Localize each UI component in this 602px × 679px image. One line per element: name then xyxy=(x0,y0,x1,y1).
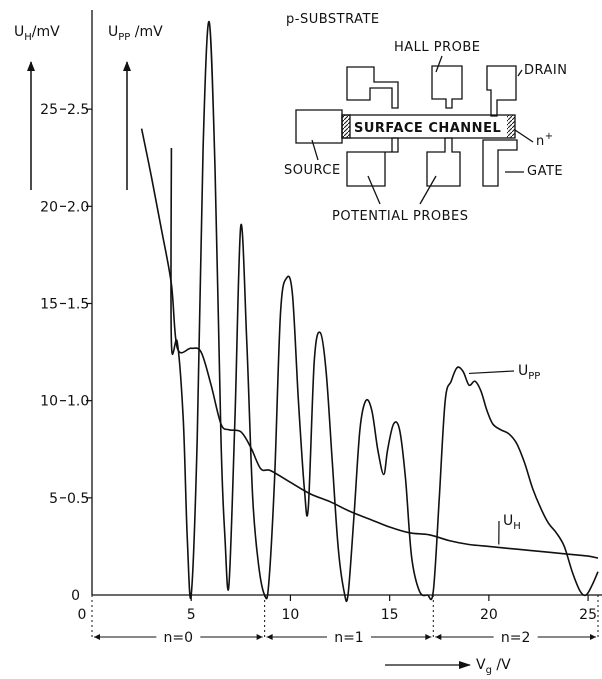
series-upp-line xyxy=(170,20,599,603)
inset-leader-probe-right xyxy=(419,175,437,205)
level-label: n=0 xyxy=(164,630,194,646)
series-uh-label: UH xyxy=(503,513,521,532)
inset-gate-label: GATE xyxy=(527,164,563,179)
inset-channel-right-hatch xyxy=(507,115,515,138)
inset-bottom-pad-mid xyxy=(426,137,461,187)
y-tick-label-upp: 0.5 xyxy=(67,491,89,507)
x-tick-label: 5 xyxy=(187,607,196,623)
level-label: n=2 xyxy=(501,630,531,646)
inset-leader-nplus xyxy=(514,129,534,143)
x-tick-label: 15 xyxy=(381,607,399,623)
y-tick-label-uh: 25 xyxy=(40,102,58,118)
y-tick-label-upp: 2.0 xyxy=(67,199,89,215)
y-tick-label-uh: 5 xyxy=(49,491,58,507)
y-tick-label-uh: 20 xyxy=(40,199,58,215)
series-upp-label: UPP xyxy=(518,363,540,382)
level-range-arrowhead xyxy=(590,634,596,640)
inset-potential-probes-label: POTENTIAL PROBES xyxy=(332,209,468,224)
inset-top-pad-mid xyxy=(431,65,463,109)
y-tick-label-upp: 1.0 xyxy=(67,394,89,410)
inset-channel-label: SURFACE CHANNEL xyxy=(354,121,501,136)
inset-hall-probe-label: HALL PROBE xyxy=(394,40,481,55)
series-upp-leader xyxy=(468,370,515,375)
inset-bottom-pad-left xyxy=(346,137,399,187)
inset-source-label: SOURCE xyxy=(284,163,341,178)
inset-top-pad-right xyxy=(486,65,517,117)
inset-drain-label: DRAIN xyxy=(524,63,567,78)
device-schematic: p-SUBSTRATE HALL PROBE DRAIN SURFACE CHA… xyxy=(284,12,567,224)
y-tick-label-upp: 1.5 xyxy=(67,297,89,313)
level-range-arrowhead xyxy=(94,634,100,640)
level-range-arrowhead xyxy=(256,634,263,640)
y-tick-label-uh: 0 xyxy=(71,588,80,604)
level-range-arrowhead xyxy=(435,634,442,640)
y-axis-right-title: UPP /mV xyxy=(108,24,163,43)
svg-text:Vg /V: Vg /V xyxy=(476,657,511,676)
level-range-arrowhead xyxy=(425,634,432,640)
svg-text:UPP /mV: UPP /mV xyxy=(108,24,163,43)
inset-n-plus-label: n+ xyxy=(536,131,554,149)
y-tick-label-upp: 2.5 xyxy=(67,102,89,118)
inset-leader-drain xyxy=(517,69,523,77)
inset-bottom-pad-right xyxy=(482,139,518,187)
x-tick-label: 0 xyxy=(78,607,87,623)
inset-title: p-SUBSTRATE xyxy=(286,12,380,27)
y-tick-label-uh: 10 xyxy=(40,394,58,410)
x-axis-title: Vg /V xyxy=(476,657,511,676)
x-tick-label: 25 xyxy=(579,607,597,623)
inset-leader-hall xyxy=(435,55,443,73)
inset-leader-source xyxy=(311,139,319,161)
y-axis-left-title: UH/mV xyxy=(14,24,60,43)
x-tick-label: 20 xyxy=(480,607,498,623)
series-uh-line xyxy=(140,128,599,559)
inset-top-pad-left xyxy=(346,66,399,109)
level-label: n=1 xyxy=(334,630,364,646)
level-range-arrowhead xyxy=(266,634,273,640)
inset-channel-left-hatch xyxy=(341,114,351,139)
x-tick-label: 10 xyxy=(282,607,300,623)
y-tick-label-uh: 15 xyxy=(40,297,58,313)
inset-source-pad xyxy=(295,109,343,144)
inset-leader-probe-left xyxy=(367,175,381,205)
svg-text:UH/mV: UH/mV xyxy=(14,24,60,43)
